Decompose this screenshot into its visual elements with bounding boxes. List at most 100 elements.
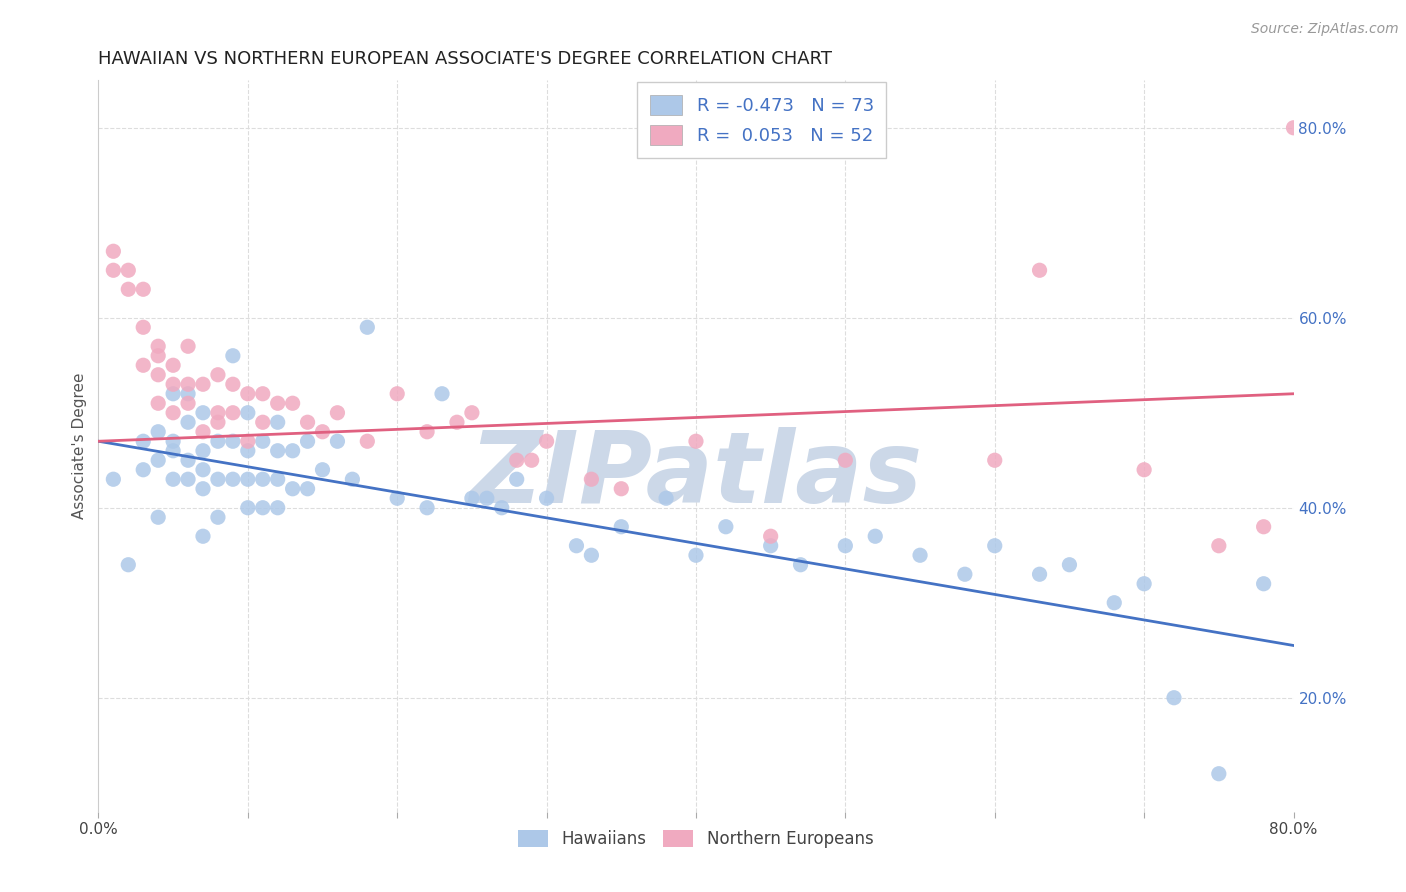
Point (148, 339, 170, 353)
Point (461, 491, 484, 506)
Point (177, 386, 200, 401)
Point (252, 434, 274, 449)
Point (297, 415, 319, 429)
Point (177, 415, 200, 429)
Point (297, 482, 319, 496)
Point (222, 377, 245, 392)
Point (236, 434, 259, 449)
Point (267, 472, 290, 486)
Point (222, 472, 245, 486)
Point (446, 415, 468, 429)
Point (1253, 576, 1275, 591)
Point (311, 425, 333, 439)
Point (430, 386, 453, 401)
Point (865, 529, 887, 543)
Point (222, 434, 245, 449)
Point (655, 491, 678, 506)
Point (610, 520, 633, 534)
Point (759, 529, 782, 543)
Point (1282, 120, 1305, 135)
Point (132, 358, 155, 372)
Point (461, 406, 484, 420)
Point (103, 244, 125, 259)
Point (148, 368, 170, 382)
Point (132, 434, 155, 449)
Point (132, 320, 155, 334)
Point (1133, 463, 1156, 477)
Point (267, 396, 290, 410)
Point (834, 539, 856, 553)
Point (281, 396, 304, 410)
Y-axis label: Associate's Degree: Associate's Degree (72, 373, 87, 519)
Point (267, 415, 290, 429)
Point (581, 548, 603, 562)
Point (207, 406, 229, 420)
Point (148, 453, 170, 467)
Point (132, 282, 155, 296)
Point (834, 453, 856, 467)
Point (297, 434, 319, 449)
Point (207, 472, 229, 486)
Point (177, 377, 200, 392)
Point (117, 558, 139, 572)
Point (236, 406, 259, 420)
Point (236, 443, 259, 458)
Point (162, 377, 184, 392)
Point (565, 539, 588, 553)
Point (132, 463, 155, 477)
Point (148, 396, 170, 410)
Point (326, 434, 349, 449)
Point (207, 510, 229, 524)
Point (148, 510, 170, 524)
Point (162, 443, 184, 458)
Point (491, 500, 513, 515)
Point (162, 406, 184, 420)
Point (148, 349, 170, 363)
Point (252, 415, 274, 429)
Point (789, 558, 811, 572)
Point (191, 529, 214, 543)
Point (191, 406, 214, 420)
Point (191, 425, 214, 439)
Point (222, 349, 245, 363)
Point (177, 339, 200, 353)
Point (685, 434, 707, 449)
Point (177, 472, 200, 486)
Point (162, 386, 184, 401)
Point (252, 500, 274, 515)
Point (416, 500, 439, 515)
Point (1028, 263, 1050, 277)
Point (1208, 539, 1230, 553)
Point (267, 500, 290, 515)
Point (953, 567, 976, 582)
Point (252, 472, 274, 486)
Point (1028, 567, 1050, 582)
Text: ZIPatlas: ZIPatlas (470, 426, 922, 524)
Point (326, 406, 349, 420)
Point (610, 482, 633, 496)
Point (207, 434, 229, 449)
Point (908, 548, 931, 562)
Point (236, 500, 259, 515)
Legend: Hawaiians, Northern Europeans: Hawaiians, Northern Europeans (512, 823, 880, 855)
Point (1253, 520, 1275, 534)
Point (356, 320, 378, 334)
Point (416, 425, 439, 439)
Point (1208, 766, 1230, 780)
Point (714, 520, 737, 534)
Text: Source: ZipAtlas.com: Source: ZipAtlas.com (1251, 22, 1399, 37)
Point (385, 386, 409, 401)
Point (148, 425, 170, 439)
Point (177, 453, 200, 467)
Point (759, 539, 782, 553)
Point (342, 472, 364, 486)
Point (117, 263, 139, 277)
Point (581, 472, 603, 486)
Point (536, 491, 558, 506)
Point (1059, 558, 1081, 572)
Point (103, 263, 125, 277)
Point (191, 463, 214, 477)
Point (1104, 596, 1126, 610)
Point (252, 386, 274, 401)
Point (222, 406, 245, 420)
